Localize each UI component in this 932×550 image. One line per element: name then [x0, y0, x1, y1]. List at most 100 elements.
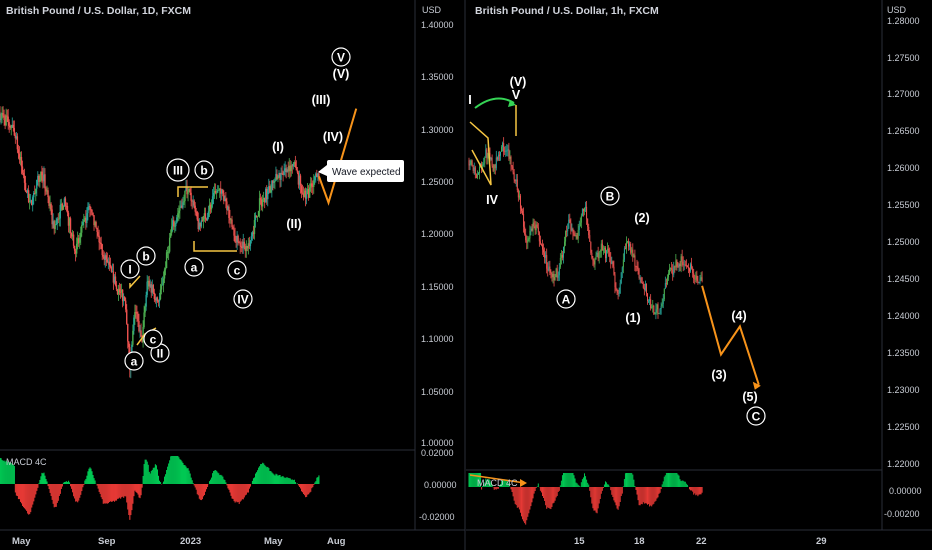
- macd-bar: [691, 487, 693, 491]
- macd-bar: [677, 474, 679, 487]
- macd-bar: [531, 487, 533, 503]
- macd-bar: [47, 484, 49, 487]
- candle-body: [25, 191, 28, 193]
- candle-body: [79, 237, 81, 243]
- macd-bar: [118, 484, 120, 499]
- macd-bar: [613, 487, 615, 501]
- macd-bar: [513, 487, 515, 501]
- macd-bar: [493, 487, 495, 490]
- macd-bar: [654, 487, 656, 502]
- x-tick-label: Sep: [98, 536, 116, 547]
- macd-bar: [670, 473, 672, 487]
- macd-bar: [643, 487, 645, 504]
- macd-bar: [291, 479, 293, 484]
- y-tick-label: 1.23500: [887, 348, 920, 358]
- macd-bar: [608, 484, 610, 487]
- macd-bar: [470, 473, 472, 487]
- candle-body: [587, 218, 589, 227]
- candle-body: [624, 248, 626, 250]
- macd-bar: [581, 479, 583, 487]
- macd-bar: [652, 487, 654, 505]
- y-tick-label: 1.40000: [421, 20, 454, 30]
- macd-bar: [289, 478, 291, 484]
- wave-label: (III): [312, 93, 331, 107]
- macd-bar: [628, 473, 630, 487]
- candle-body: [116, 289, 119, 295]
- candle-body: [119, 291, 122, 293]
- candle-body: [114, 276, 117, 286]
- candle-body: [263, 197, 266, 203]
- candle-body: [618, 293, 620, 294]
- macd-bar: [269, 470, 271, 484]
- candle-body: [298, 175, 301, 185]
- candle-body: [539, 241, 541, 244]
- candle-body: [280, 172, 282, 180]
- macd-bar: [170, 456, 172, 484]
- macd-bar: [505, 479, 507, 487]
- wave-label: IV: [486, 193, 498, 207]
- macd-bar: [92, 474, 94, 484]
- candle-body: [621, 267, 623, 273]
- macd-bar: [205, 484, 208, 490]
- candle-body: [486, 149, 488, 159]
- candle-body: [153, 292, 156, 299]
- candle-body: [630, 243, 632, 253]
- candle-body: [316, 173, 318, 178]
- candle-body: [695, 275, 697, 280]
- candle-body: [673, 266, 675, 275]
- macd-bar: [476, 473, 478, 487]
- candle-body: [145, 294, 147, 307]
- macd-bar: [656, 487, 658, 499]
- macd-bar: [199, 484, 201, 500]
- macd-bar: [635, 487, 637, 490]
- candle-body: [660, 306, 662, 309]
- macd-bar: [560, 480, 562, 487]
- macd-bar: [612, 487, 614, 497]
- candle-body: [267, 190, 269, 200]
- macd-bar: [183, 464, 185, 484]
- macd-histograms: [0, 456, 703, 525]
- circled-wave-label: c: [234, 263, 241, 277]
- candle-body: [582, 208, 584, 212]
- candle-body: [32, 197, 34, 206]
- macd-bar: [264, 465, 266, 484]
- candle-body: [152, 284, 154, 293]
- candle-body: [662, 299, 664, 304]
- candle-body: [82, 221, 84, 225]
- macd-bar: [37, 484, 39, 488]
- circled-label-ring: [136, 246, 156, 266]
- candle-body: [674, 266, 676, 268]
- macd-bar: [482, 485, 484, 487]
- candle-body: [472, 166, 474, 171]
- candle-body: [258, 198, 261, 211]
- macd-bar: [524, 487, 526, 524]
- candle-body: [233, 229, 235, 236]
- candle-body: [671, 268, 673, 270]
- macd-bar: [239, 484, 241, 502]
- macd-bar: [236, 484, 238, 503]
- candle-body: [117, 288, 120, 295]
- y-tick-label: 1.25500: [887, 200, 920, 210]
- candle-body: [286, 169, 288, 173]
- macd-bar: [306, 484, 308, 497]
- candle-body: [224, 198, 226, 202]
- macd-bar: [573, 475, 575, 487]
- candle-body: [535, 224, 537, 231]
- macd-bar: [700, 487, 702, 495]
- macd-bar: [75, 484, 77, 502]
- macd-bar: [660, 487, 662, 490]
- macd-bar: [61, 484, 63, 487]
- macd-bar: [121, 484, 123, 498]
- macd-bar: [243, 484, 245, 498]
- macd-bar: [309, 484, 311, 493]
- macd-bar: [52, 484, 54, 504]
- macd-bar: [181, 461, 183, 484]
- macd-bar: [263, 463, 265, 484]
- candle-body: [564, 241, 566, 247]
- candle-body: [529, 230, 531, 239]
- candle-body: [236, 235, 238, 243]
- candle-body: [66, 205, 69, 213]
- candle-body: [186, 187, 188, 195]
- candle-body: [551, 273, 553, 278]
